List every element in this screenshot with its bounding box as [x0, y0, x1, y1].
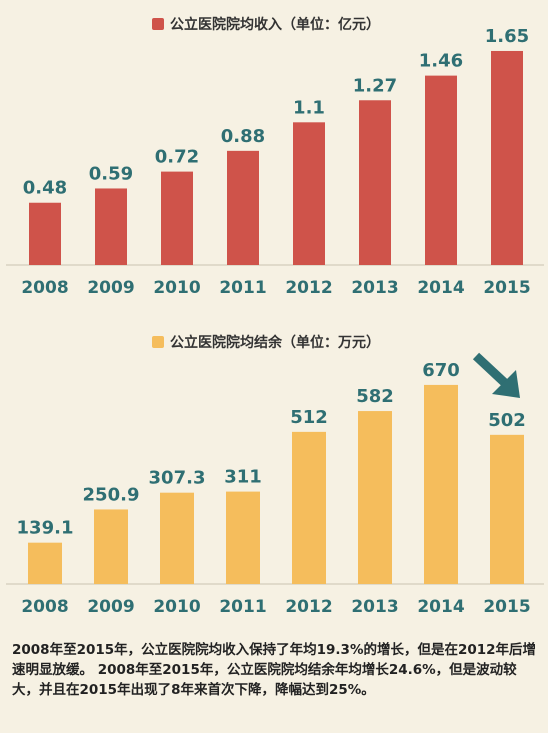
surplus-x-tick: 2012 [285, 597, 332, 617]
surplus-bar [424, 384, 458, 584]
income-x-tick: 2015 [483, 278, 530, 298]
surplus-value-label: 512 [290, 407, 328, 428]
income-bar [359, 100, 391, 266]
income-bar [293, 122, 325, 265]
surplus-x-tick: 2013 [351, 597, 398, 617]
income-x-tick: 2010 [153, 278, 200, 298]
surplus-x-tick: 2008 [21, 597, 68, 617]
surplus-x-tick: 2014 [417, 597, 464, 617]
income-value-label: 1.1 [293, 97, 325, 118]
income-x-tick: 2009 [87, 278, 134, 298]
surplus-value-label: 582 [356, 386, 394, 407]
income-x-tick: 2014 [417, 278, 464, 298]
income-value-label: 0.88 [221, 126, 265, 147]
surplus-value-label: 307.3 [149, 468, 206, 489]
surplus-bar [226, 491, 260, 584]
surplus-bar [358, 411, 392, 584]
surplus-legend-swatch [152, 336, 164, 348]
income-bar [95, 188, 127, 265]
surplus-bar [28, 542, 62, 584]
down-arrow-head [492, 370, 520, 398]
surplus-bar [292, 431, 326, 584]
surplus-chart: 公立医院院均结余（单位：万元） 139.1 2008 250.9 2009 307.3 2… [0, 318, 548, 636]
surplus-value-label: 250.9 [83, 484, 140, 505]
down-arrow-shaft [472, 352, 510, 388]
income-legend-swatch [152, 18, 164, 30]
income-x-tick: 2013 [351, 278, 398, 298]
income-value-label: 1.65 [485, 26, 529, 47]
surplus-x-tick: 2009 [87, 597, 134, 617]
surplus-value-label: 502 [488, 410, 526, 431]
caption-text: 2008年至2015年，公立医院院均收入保持了年均19.3%的增长，但是在201… [12, 642, 537, 698]
income-chart: 公立医院院均收入（单位：亿元） 0.48 2008 0.59 2009 0.72 2010… [0, 0, 548, 310]
surplus-legend: 公立医院院均结余（单位：万元） [152, 332, 380, 352]
surplus-chart-svg: 139.1 2008 250.9 2009 307.3 2010 311 2011 512 201… [6, 352, 544, 617]
surplus-value-label: 311 [224, 467, 262, 488]
income-bar [227, 150, 259, 265]
surplus-x-tick: 2010 [153, 597, 200, 617]
income-value-label: 0.72 [155, 147, 199, 168]
down-arrow-icon [472, 352, 520, 398]
income-bar [29, 202, 61, 265]
surplus-x-tick: 2011 [219, 597, 266, 617]
surplus-value-label: 139.1 [17, 518, 74, 539]
income-legend-label: 公立医院院均收入（单位：亿元） [170, 17, 380, 33]
income-x-tick: 2008 [21, 278, 68, 298]
income-x-tick: 2012 [285, 278, 332, 298]
surplus-value-label: 670 [422, 360, 460, 381]
income-bar [491, 50, 523, 265]
surplus-bar [94, 509, 128, 584]
surplus-bar [490, 434, 524, 584]
income-value-label: 1.27 [353, 75, 397, 96]
surplus-bar [160, 492, 194, 584]
income-bar [161, 171, 193, 265]
income-value-label: 1.46 [419, 51, 463, 72]
income-x-tick: 2011 [219, 278, 266, 298]
income-value-label: 0.59 [89, 163, 133, 184]
income-chart-svg: 0.48 2008 0.59 2009 0.72 2010 0.88 2011 1.1 2012 1… [6, 26, 544, 298]
income-value-label: 0.48 [23, 178, 67, 199]
surplus-legend-label: 公立医院院均结余（单位：万元） [170, 335, 380, 351]
income-legend: 公立医院院均收入（单位：亿元） [152, 14, 380, 34]
surplus-x-tick: 2015 [483, 597, 530, 617]
income-bar [425, 75, 457, 265]
